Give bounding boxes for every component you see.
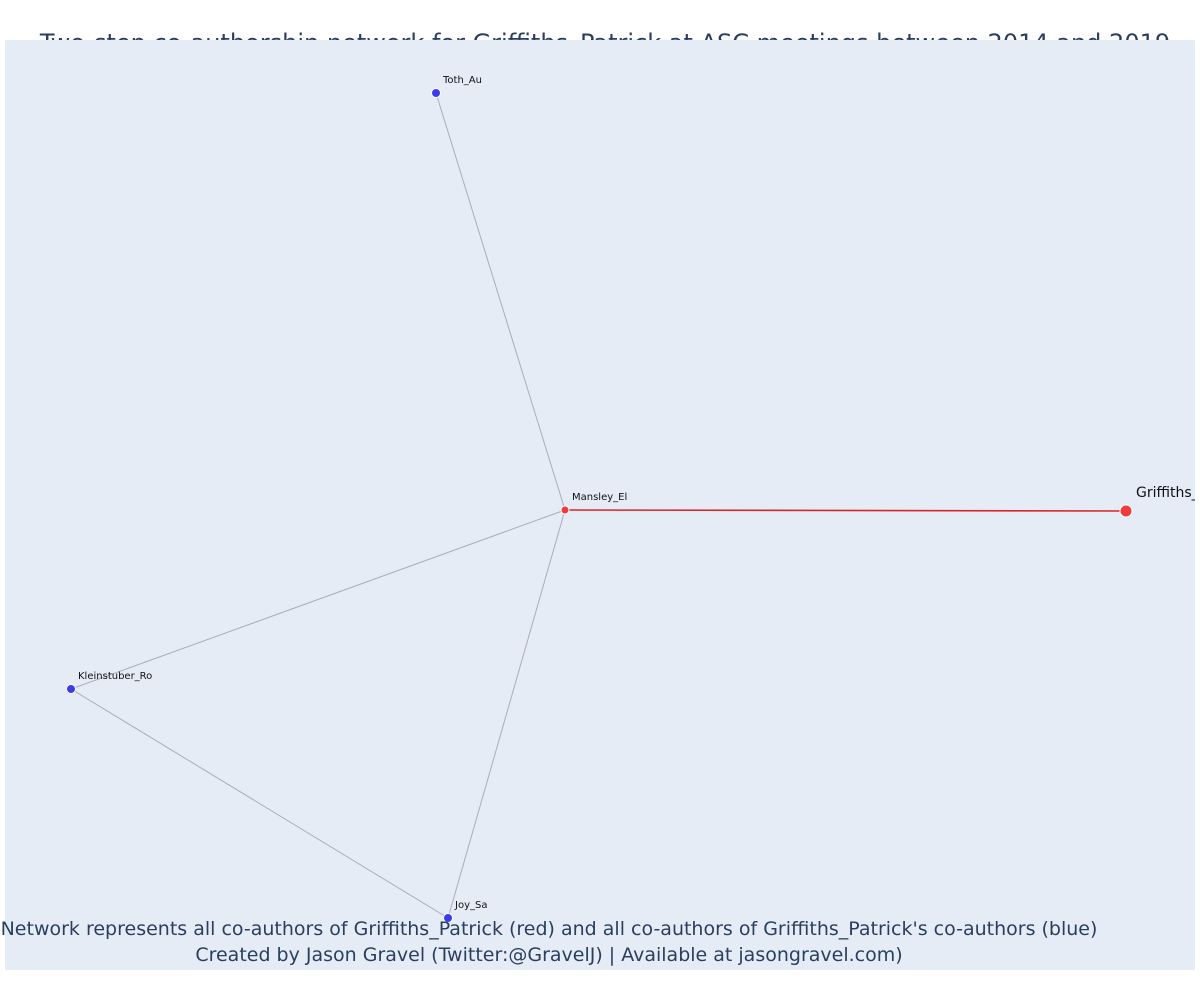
network-graph: Griffiths_ Mansley_El Toth_Au Kleinstuber_R… [66,75,1195,923]
node-mansley_el[interactable]: Mansley_El [560,492,627,515]
edge-mansley_el-toth_au [435,92,566,511]
network-plot-area[interactable]: Griffiths_ Mansley_El Toth_Au Kleinstuber_R… [5,40,1195,970]
edge-mansley_el-joy_sa [447,509,566,919]
edge-griffiths_patrick-mansley_el [564,509,1127,512]
node-marker[interactable] [560,505,570,515]
node-marker[interactable] [1119,504,1133,518]
node-label: Griffiths_ [1136,485,1195,501]
node-marker[interactable] [443,913,453,923]
node-label: Mansley_El [572,492,627,503]
node-marker[interactable] [66,684,76,694]
nodes-layer: Griffiths_ Mansley_El Toth_Au Kleinstuber_R… [66,75,1195,923]
footer-credit: Created by Jason Gravel (Twitter:@Gravel… [195,944,903,966]
node-label: Kleinstuber_Ro [78,671,152,682]
edges-layer [70,92,1127,919]
node-toth_au[interactable]: Toth_Au [431,75,482,98]
node-joy_sa[interactable]: Joy_Sa [443,900,488,923]
node-marker[interactable] [431,88,441,98]
node-griffiths_patrick[interactable]: Griffiths_ [1119,485,1195,518]
node-kleinstuber_ro[interactable]: Kleinstuber_Ro [66,671,153,694]
node-label: Joy_Sa [454,900,487,911]
footer-caption: Network represents all co-authors of Gri… [0,918,1098,940]
edge-mansley_el-kleinstuber_ro [70,509,566,690]
node-label: Toth_Au [442,75,482,86]
edge-kleinstuber_ro-joy_sa [70,688,449,919]
